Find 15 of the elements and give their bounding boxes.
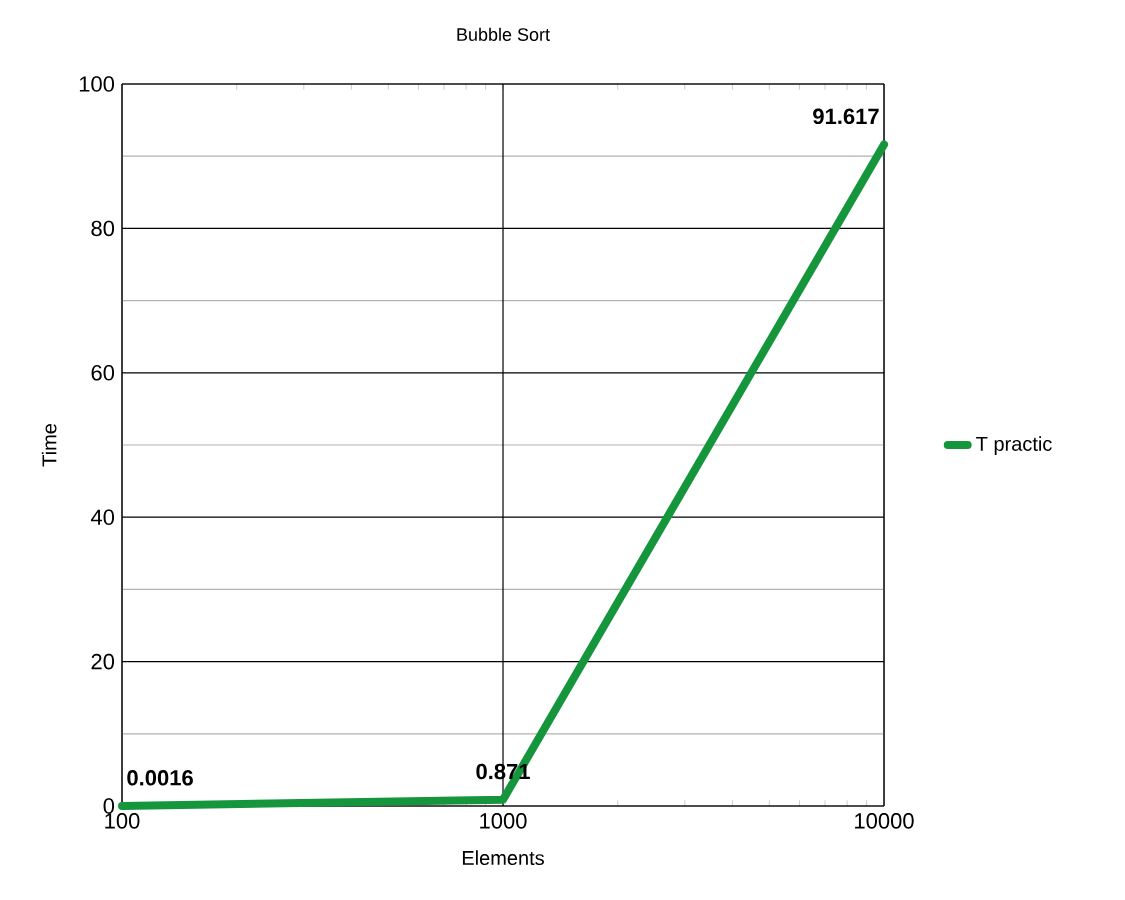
y-tick-label: 80 [91, 220, 115, 237]
y-tick-label: 0 [103, 798, 115, 814]
x-tick-label: 10000 [855, 813, 914, 829]
y-tick-label: 100 [79, 76, 115, 92]
y-tick-label: 20 [91, 653, 115, 670]
x-tick-label: 1000 [480, 813, 527, 829]
y-tick-label: 60 [91, 365, 115, 381]
chart-title: Bubble Sort [457, 27, 550, 41]
y-tick-label: 40 [90, 509, 115, 525]
legend-label: T practic [976, 436, 1052, 455]
data-label: 91.617 [813, 108, 879, 125]
x-tick-label: 100 [105, 813, 140, 829]
y-axis-title: Time [41, 424, 57, 467]
data-label: 0.0016 [127, 770, 193, 786]
x-axis-title: Elements [462, 850, 544, 866]
